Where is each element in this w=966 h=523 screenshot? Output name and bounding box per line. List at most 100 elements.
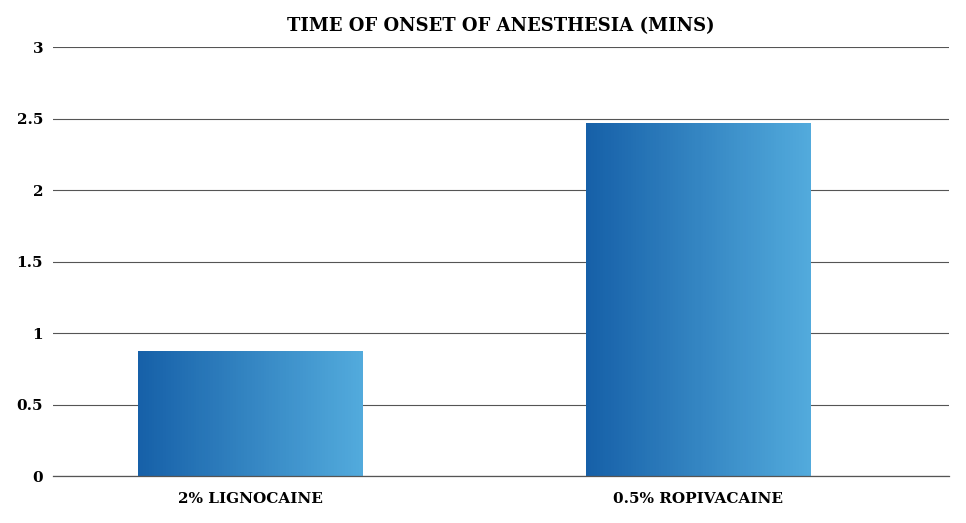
- Bar: [242, 350, 245, 476]
- Bar: [728, 123, 732, 476]
- Bar: [140, 350, 144, 476]
- Bar: [199, 350, 203, 476]
- Bar: [289, 350, 293, 476]
- Bar: [177, 350, 181, 476]
- Bar: [622, 123, 626, 476]
- Bar: [247, 350, 250, 476]
- Bar: [323, 350, 327, 476]
- Bar: [718, 123, 722, 476]
- Bar: [165, 350, 169, 476]
- Bar: [137, 350, 141, 476]
- Bar: [684, 123, 688, 476]
- Bar: [753, 123, 757, 476]
- Bar: [771, 123, 775, 476]
- Bar: [211, 350, 214, 476]
- Bar: [777, 123, 780, 476]
- Bar: [205, 350, 209, 476]
- Bar: [644, 123, 648, 476]
- Bar: [216, 350, 219, 476]
- Bar: [286, 350, 290, 476]
- Bar: [354, 350, 357, 476]
- Bar: [149, 350, 153, 476]
- Bar: [784, 123, 788, 476]
- Bar: [734, 123, 738, 476]
- Bar: [765, 123, 769, 476]
- Bar: [665, 123, 668, 476]
- Bar: [213, 350, 217, 476]
- Bar: [799, 123, 803, 476]
- Bar: [681, 123, 685, 476]
- Bar: [143, 350, 147, 476]
- Bar: [641, 123, 645, 476]
- Bar: [687, 123, 691, 476]
- Bar: [191, 350, 194, 476]
- Bar: [280, 350, 284, 476]
- Bar: [171, 350, 175, 476]
- Bar: [628, 123, 632, 476]
- Bar: [609, 123, 611, 476]
- Bar: [737, 123, 741, 476]
- Bar: [326, 350, 329, 476]
- Bar: [637, 123, 639, 476]
- Bar: [749, 123, 752, 476]
- Bar: [359, 350, 362, 476]
- Bar: [270, 350, 273, 476]
- Bar: [672, 123, 676, 476]
- Bar: [348, 350, 352, 476]
- Bar: [320, 350, 324, 476]
- Bar: [588, 123, 592, 476]
- Bar: [700, 123, 704, 476]
- Bar: [227, 350, 231, 476]
- Bar: [267, 350, 270, 476]
- Bar: [647, 123, 651, 476]
- Bar: [180, 350, 184, 476]
- Bar: [345, 350, 349, 476]
- Bar: [725, 123, 729, 476]
- Bar: [781, 123, 785, 476]
- Bar: [796, 123, 800, 476]
- Bar: [746, 123, 750, 476]
- Bar: [659, 123, 663, 476]
- Bar: [233, 350, 237, 476]
- Bar: [152, 350, 156, 476]
- Bar: [802, 123, 806, 476]
- Bar: [653, 123, 657, 476]
- Bar: [193, 350, 197, 476]
- Bar: [805, 123, 808, 476]
- Bar: [188, 350, 191, 476]
- Bar: [793, 123, 797, 476]
- Bar: [625, 123, 629, 476]
- Bar: [631, 123, 635, 476]
- Bar: [724, 123, 726, 476]
- Bar: [196, 350, 200, 476]
- Bar: [351, 350, 355, 476]
- Bar: [787, 123, 791, 476]
- Bar: [277, 350, 281, 476]
- Bar: [639, 123, 642, 476]
- Bar: [656, 123, 660, 476]
- Bar: [690, 123, 694, 476]
- Bar: [693, 123, 696, 476]
- Bar: [317, 350, 321, 476]
- Bar: [790, 123, 794, 476]
- Bar: [264, 350, 268, 476]
- Bar: [249, 350, 253, 476]
- Bar: [239, 350, 242, 476]
- Bar: [756, 123, 760, 476]
- Bar: [585, 123, 589, 476]
- Bar: [650, 123, 654, 476]
- Bar: [183, 350, 186, 476]
- Bar: [333, 350, 337, 476]
- Bar: [295, 350, 298, 476]
- Bar: [774, 123, 778, 476]
- Bar: [272, 350, 275, 476]
- Bar: [160, 350, 163, 476]
- Bar: [356, 350, 359, 476]
- Bar: [611, 123, 614, 476]
- Bar: [339, 350, 343, 476]
- Bar: [752, 123, 754, 476]
- Bar: [616, 123, 620, 476]
- Bar: [219, 350, 222, 476]
- Bar: [230, 350, 234, 476]
- Bar: [283, 350, 287, 476]
